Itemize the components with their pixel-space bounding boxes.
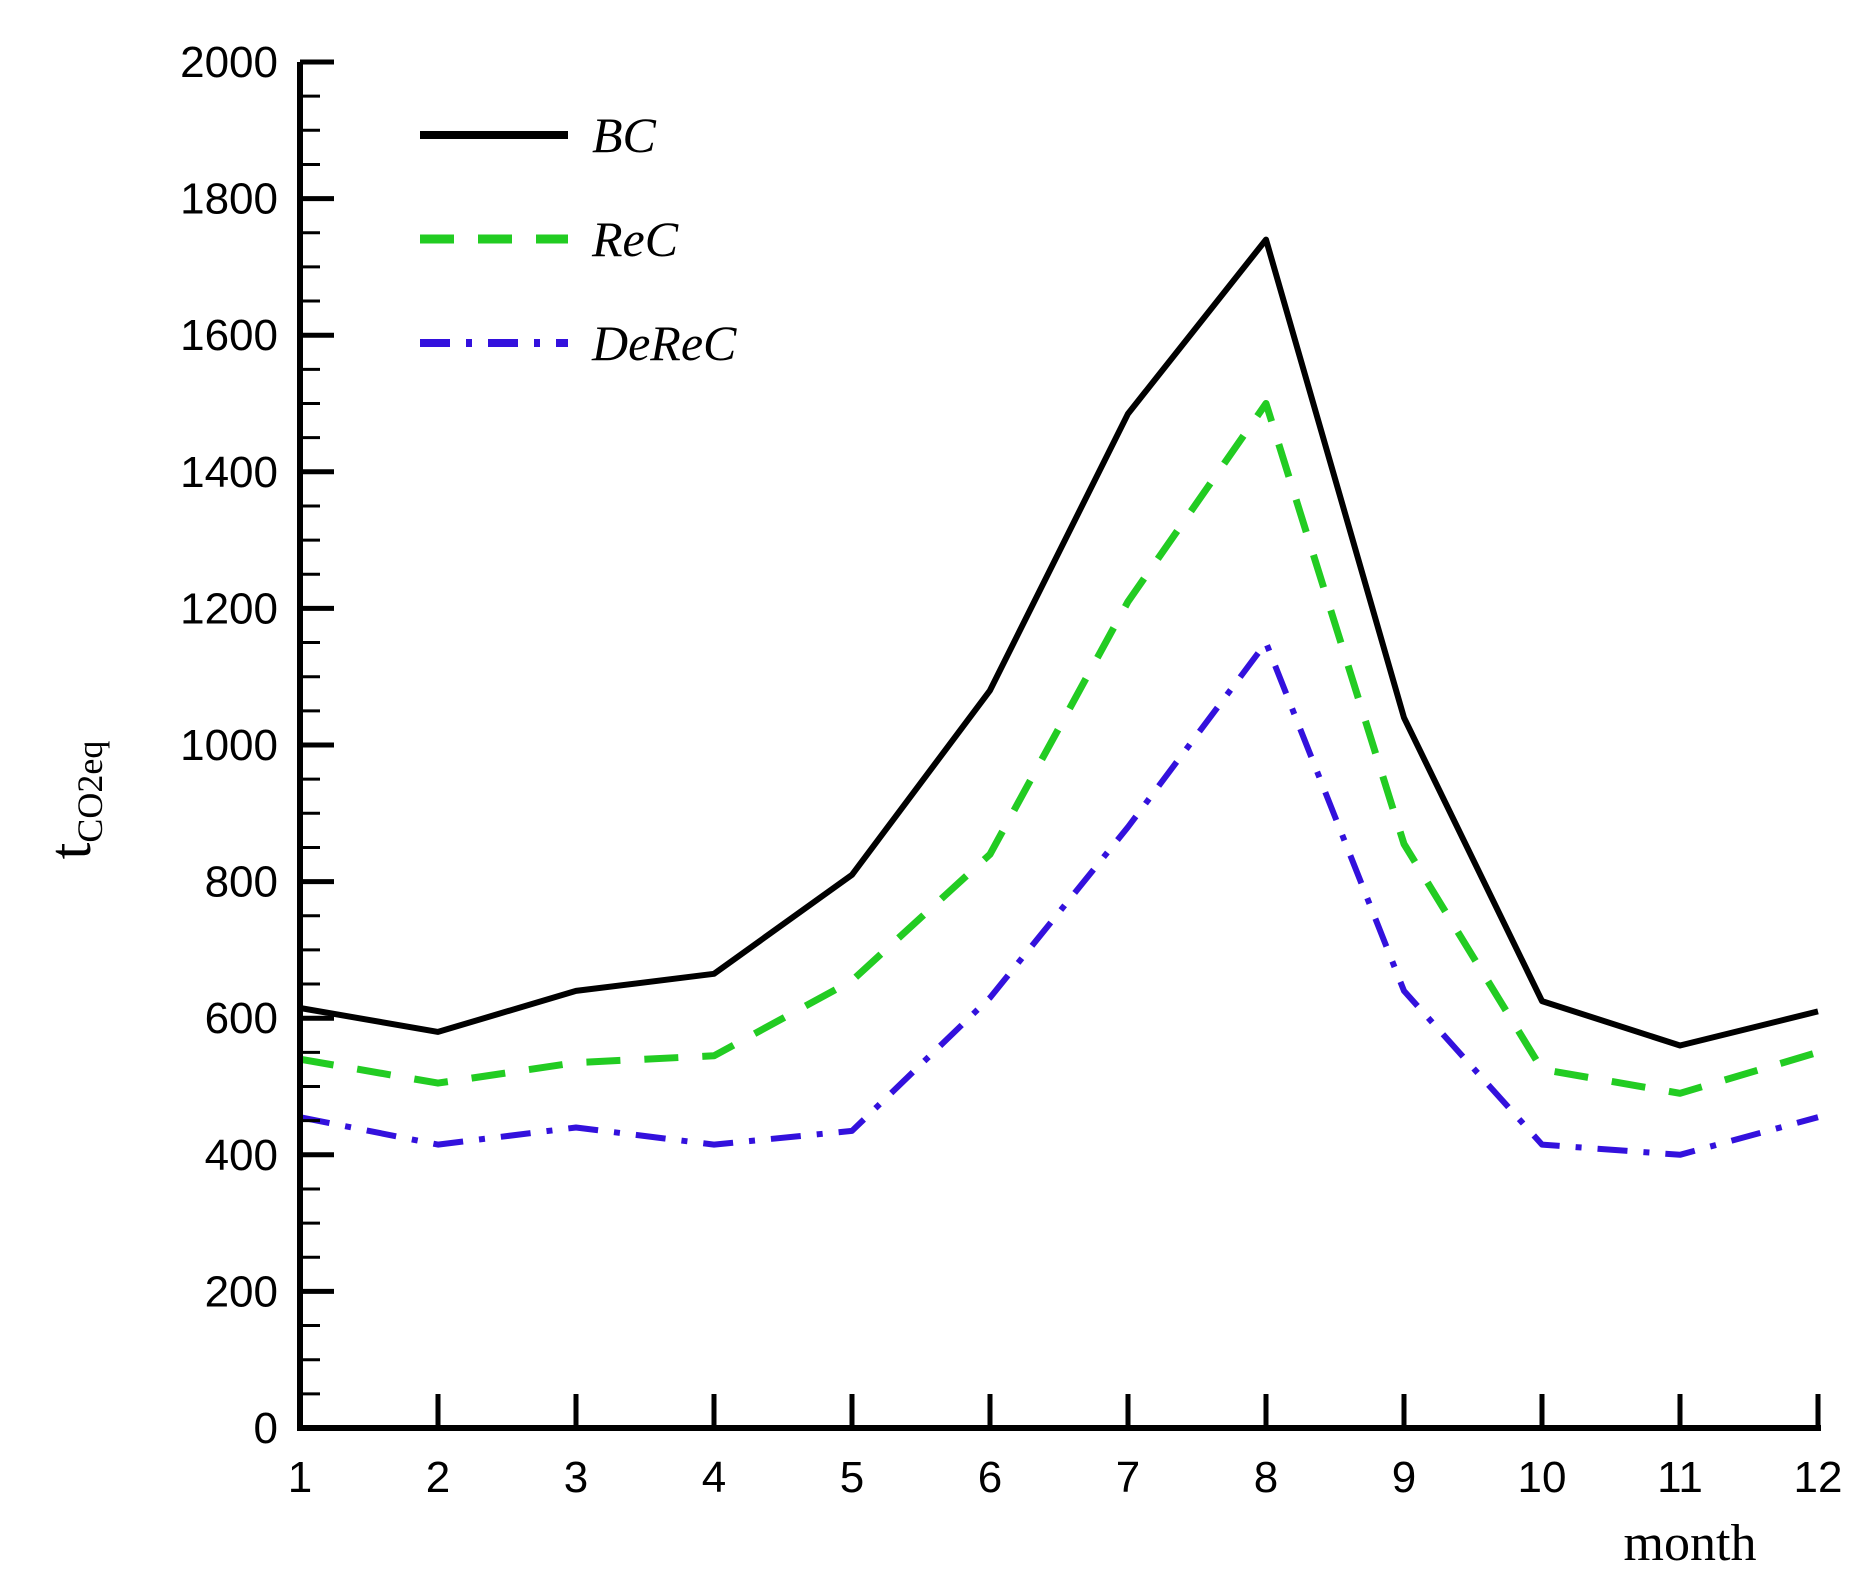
legend: BC ReC DeReC [420,107,737,371]
x-tick-label: 5 [840,1453,864,1502]
y-tick-label: 1600 [180,311,278,360]
y-tick-label: 1800 [180,175,278,224]
x-tick-label: 4 [702,1453,726,1502]
series-line-rec [299,400,1819,1097]
x-tick-label: 3 [564,1453,588,1502]
y-axis-title: tCO2eq [37,741,110,860]
y-tick-label: 0 [254,1404,278,1453]
x-tick-label: 8 [1254,1453,1278,1502]
x-tick-label: 12 [1794,1453,1843,1502]
y-tick-label: 1400 [180,448,278,497]
x-tick-label: 2 [426,1453,450,1502]
x-axis-title: month [1624,1515,1757,1572]
series-line-derec [299,639,1819,1158]
x-tick-label: 1 [288,1453,312,1502]
legend-label-bc: BC [592,107,657,163]
y-tick-label: 200 [205,1267,278,1316]
x-tick-label: 9 [1392,1453,1416,1502]
y-axis-title-subscript: CO2eq [70,741,110,843]
y-tick-label: 800 [205,858,278,907]
x-tick-label: 6 [978,1453,1002,1502]
y-tick-label: 400 [205,1131,278,1180]
plot-area [299,236,1819,1158]
x-tick-label: 11 [1657,1453,1703,1502]
x-tick-label: 7 [1116,1453,1140,1502]
y-tick-label: 1200 [180,584,278,633]
y-tick-label: 1000 [180,721,278,770]
legend-label-derec: DeReC [591,315,737,371]
y-axis-title-main: t [37,842,103,859]
y-tick-label: 2000 [180,38,278,87]
x-tick-label: 10 [1518,1453,1567,1502]
legend-label-rec: ReC [591,211,679,267]
y-tick-label: 600 [205,994,278,1043]
series-line-bc [299,236,1819,1049]
